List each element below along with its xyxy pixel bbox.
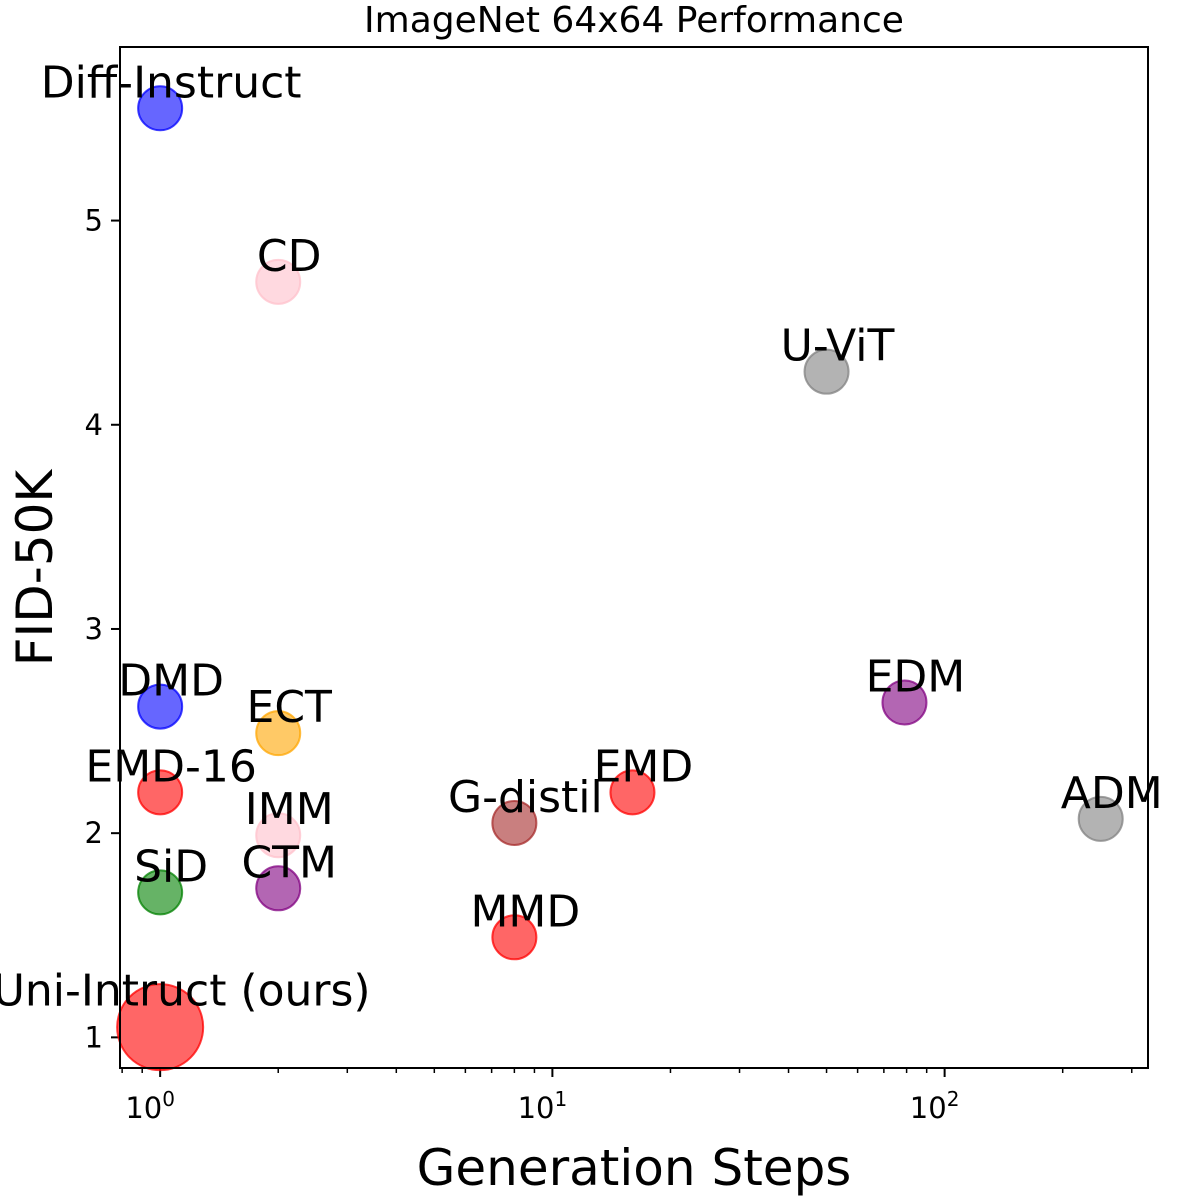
point-label-sid: SiD [134,841,208,892]
point-label-diff-instruct: Diff-Instruct [41,57,302,108]
data-points [116,85,1124,1072]
point-mmd [491,914,538,961]
data-labels: Diff-Instruct CD U-ViT DMD ECT EDM EMD-16 EMDG-… [0,57,1163,1016]
point-label-cd: CD [257,231,322,282]
point-label-emd: EMD [594,741,694,792]
x-tick-label: 100 [125,1087,175,1125]
point-label-g-distil: G-distil [448,772,603,823]
point-label-emd-16: EMD-16 [85,741,257,792]
point-dmd [137,683,184,730]
point-cd [255,258,302,305]
y-tick-label: 2 [85,816,103,850]
point-label-imm: IMM [245,784,334,835]
point-diff-instruct [137,85,184,132]
x-tick-label: 102 [910,1087,960,1125]
point-label-ect: ECT [247,682,333,733]
point-imm [255,812,302,859]
point-label-ctm: CTM [241,837,337,888]
point-label-edm: EDM [866,651,966,702]
point-u-vit [803,348,850,395]
x-tick-label: 101 [518,1087,568,1125]
point-emd [609,769,656,816]
y-tick-label: 4 [85,408,103,442]
plot-area-frame [119,46,1149,1069]
point-emd-16 [137,769,184,816]
point-label-dmd: DMD [118,656,224,707]
point-label-uni-intruct-ours: Uni-Intruct (ours) [0,966,371,1017]
y-tick-label: 5 [85,204,103,238]
point-ctm [255,865,302,912]
y-tick-label: 3 [85,612,103,646]
y-tick-label: 1 [85,1020,103,1054]
point-label-adm: ADM [1061,768,1163,819]
point-label-mmd: MMD [470,886,580,937]
x-axis-label: Generation Steps [417,1139,852,1197]
point-label-u-vit: U-ViT [781,321,895,372]
point-edm [881,679,928,726]
point-ect [255,710,302,757]
point-adm [1077,795,1124,842]
chart-title: ImageNet 64x64 Performance [364,0,904,41]
point-sid [137,869,184,916]
y-axis-label: FID-50K [6,469,64,667]
point-g-distil [491,799,538,846]
point-uni-intruct-ours [116,983,205,1072]
